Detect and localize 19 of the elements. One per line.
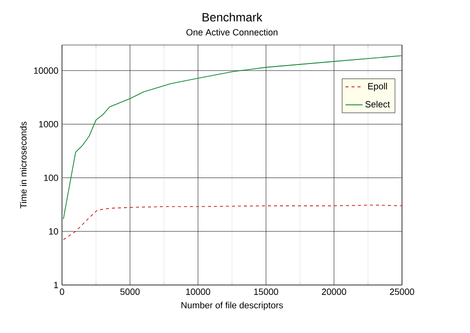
legend-label: Epoll: [368, 82, 387, 92]
x-axis-title: Number of file descriptors: [181, 302, 283, 310]
chart-subtitle: One Active Connection: [186, 28, 278, 36]
x-tick-label: 0: [60, 288, 64, 295]
y-tick-label: 1: [54, 282, 58, 288]
x-tick-label: 20000: [322, 288, 346, 295]
x-tick-label: 5000: [120, 288, 140, 295]
line-series: [62, 55, 402, 220]
legend-label: Select: [365, 100, 390, 108]
y-tick-label: 10: [49, 228, 58, 235]
y-axis-title: Time in microseconds: [20, 122, 27, 208]
x-tick-label: 10000: [186, 288, 210, 295]
line-series: [62, 204, 402, 240]
y-tick-label: 10000: [34, 67, 58, 74]
x-tick-label: 15000: [254, 288, 278, 295]
chart-title: Benchmark: [202, 12, 262, 22]
y-tick-label: 100: [44, 174, 58, 181]
x-tick-label: 25000: [390, 288, 414, 295]
y-tick-label: 1000: [39, 120, 58, 128]
